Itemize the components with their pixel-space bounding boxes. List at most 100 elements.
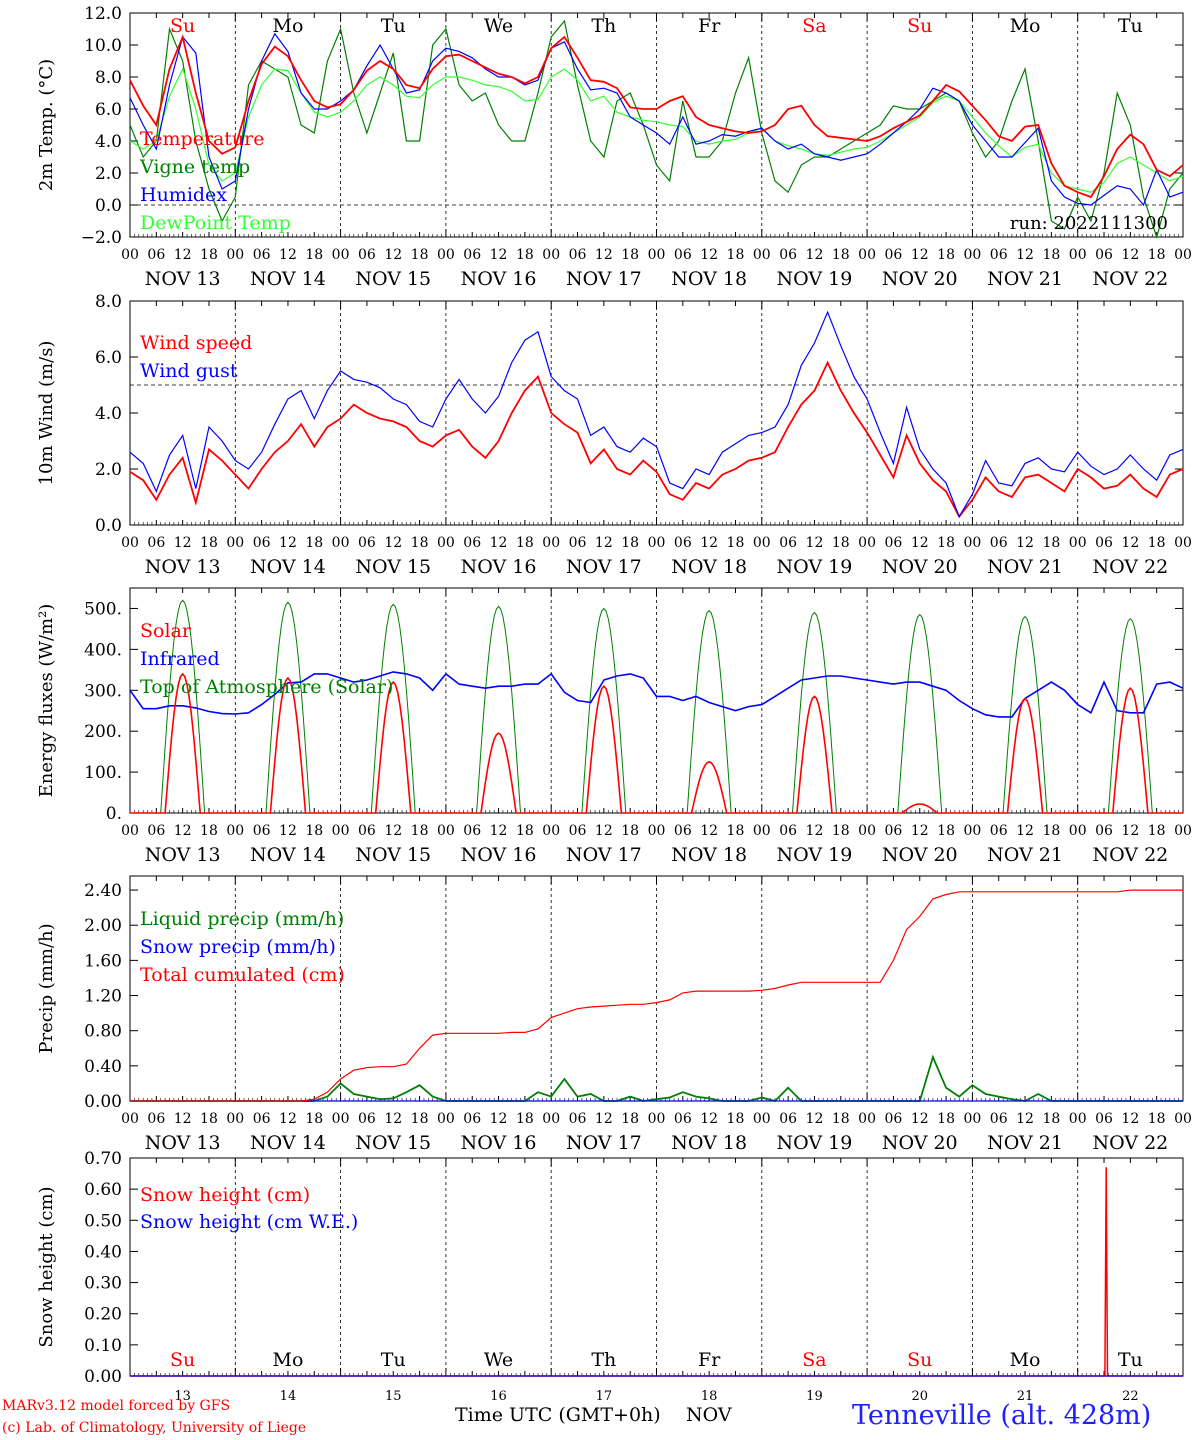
wind-hour-label: 00 (1069, 535, 1087, 551)
wind-gust-line (129, 310, 1184, 518)
precip-y-tick-label: 0.00 (84, 1092, 122, 1112)
temperature-weekday-label: We (484, 15, 513, 37)
wind-hour-label: 00 (648, 535, 666, 551)
wind-hour-label: 18 (727, 535, 745, 551)
temperature-date-label: NOV 13 (145, 268, 221, 290)
temperature-hour-label: 00 (963, 247, 981, 263)
energy-y-tick-label: 100. (84, 763, 122, 783)
precip-hour-label: 00 (1069, 1111, 1087, 1127)
wind-y-tick-label: 4.0 (95, 404, 122, 424)
temperature-legend-entry: Vigne temp (139, 156, 250, 178)
energy-hour-label: 18 (200, 823, 218, 839)
snow-weekday-label: Sa (802, 1349, 826, 1371)
temperature-hour-label: 12 (279, 247, 297, 263)
temperature-hour-label: 00 (226, 247, 244, 263)
precip-hour-label: 06 (1095, 1111, 1113, 1127)
snow-date-label: 19 (806, 1389, 823, 1404)
snow-date-label: 16 (490, 1389, 507, 1404)
precip-hour-label: 06 (990, 1111, 1008, 1127)
precip-y-tick-label: 2.40 (84, 881, 122, 901)
precip-hour-label: 00 (1174, 1111, 1192, 1127)
precip-hour-label: 06 (674, 1111, 692, 1127)
energy-legend-entry: Infrared (140, 648, 220, 670)
snow-date-label: 17 (596, 1389, 613, 1404)
precip-date-label: NOV 22 (1092, 1132, 1168, 1154)
temperature-hour-label: 00 (858, 247, 876, 263)
precip-hour-label: 00 (963, 1111, 981, 1127)
temperature-weekday-label: Tu (1118, 15, 1143, 37)
temperature-weekday-label: Fr (698, 15, 721, 37)
energy-y-tick-label: 300. (84, 681, 122, 701)
snow-y-axis-label: Snow height (cm) (36, 1186, 57, 1347)
temperature-hour-label: 06 (569, 247, 587, 263)
solar-line (130, 672, 1183, 814)
wind-date-label: NOV 19 (777, 556, 853, 578)
infrared-line (129, 671, 1184, 718)
precip-hour-label: 00 (753, 1111, 771, 1127)
temperature-y-axis-label: 2m Temp. (°C) (36, 59, 57, 191)
wind-hour-label: 12 (806, 535, 824, 551)
wind-hour-label: 12 (700, 535, 718, 551)
temperature-y-tick-label: 0.0 (95, 196, 122, 216)
energy-date-label: NOV 22 (1092, 844, 1168, 866)
temperature-hour-label: 18 (937, 247, 955, 263)
energy-y-tick-label: 400. (84, 640, 122, 660)
temperature-hour-label: 18 (1042, 247, 1060, 263)
temperature-date-label: NOV 18 (671, 268, 747, 290)
model-credit: MARv3.12 model forced by GFS (2, 1398, 231, 1414)
energy-hour-label: 00 (1174, 823, 1192, 839)
energy-y-tick-label: 500. (84, 599, 122, 619)
energy-hour-label: 18 (621, 823, 639, 839)
temperature-hour-label: 18 (411, 247, 429, 263)
energy-hour-label: 18 (937, 823, 955, 839)
precip-hour-label: 00 (121, 1111, 139, 1127)
wind-hour-label: 06 (1095, 535, 1113, 551)
precip-date-label: NOV 18 (671, 1132, 747, 1154)
energy-hour-label: 18 (1148, 823, 1166, 839)
wind-hour-label: 12 (911, 535, 929, 551)
energy-hour-label: 06 (674, 823, 692, 839)
temperature-hour-label: 12 (595, 247, 613, 263)
temperature-hour-label: 18 (727, 247, 745, 263)
wind-hour-label: 06 (674, 535, 692, 551)
energy-y-axis-label: Energy fluxes (W/m²) (36, 604, 57, 798)
energy-hour-label: 06 (147, 823, 165, 839)
precip-hour-label: 00 (542, 1111, 560, 1127)
precip-hour-label: 00 (332, 1111, 350, 1127)
precip-hour-label: 18 (516, 1111, 534, 1127)
wind-hour-label: 18 (1148, 535, 1166, 551)
energy-hour-label: 00 (332, 823, 350, 839)
wind-date-label: NOV 18 (671, 556, 747, 578)
energy-hour-label: 06 (358, 823, 376, 839)
energy-hour-label: 12 (279, 823, 297, 839)
wind-y-axis-label: 10m Wind (m/s) (36, 341, 57, 486)
precip-date-label: NOV 16 (461, 1132, 537, 1154)
snow-panel: 0.70 0.60 0.50 0.40 0.30 0.20 0.10 0.00 Snow hei… (36, 1149, 1184, 1404)
x-axis-label: Time UTC (GMT+0h) (455, 1404, 661, 1426)
precip-date-label: NOV 15 (355, 1132, 431, 1154)
precip-hour-label: 12 (174, 1111, 192, 1127)
wind-hour-label: 00 (226, 535, 244, 551)
wind-hour-label: 12 (490, 535, 508, 551)
wind-hour-label: 06 (779, 535, 797, 551)
snow-weekday-label: Su (170, 1349, 195, 1371)
wind-hour-label: 18 (411, 535, 429, 551)
energy-y-tick-label: 0. (106, 804, 122, 824)
temperature-hour-label: 12 (174, 247, 192, 263)
energy-hour-label: 18 (832, 823, 850, 839)
energy-hour-label: 00 (226, 823, 244, 839)
wind-hour-label: 18 (1042, 535, 1060, 551)
temperature-hour-label: 06 (885, 247, 903, 263)
wind-hour-label: 06 (885, 535, 903, 551)
temperature-weekday-label: Th (591, 15, 616, 37)
temperature-y-tick-label: 2.0 (95, 164, 122, 184)
precip-legend-entry: Liquid precip (mm/h) (140, 908, 344, 930)
precip-hour-label: 06 (885, 1111, 903, 1127)
precip-hour-label: 12 (700, 1111, 718, 1127)
snow-date-label: 22 (1122, 1389, 1139, 1404)
wind-legend-entry: Wind speed (140, 332, 252, 354)
energy-hour-label: 00 (542, 823, 560, 839)
temperature-hour-label: 00 (437, 247, 455, 263)
energy-hour-label: 06 (569, 823, 587, 839)
snow-legend-entry: Snow height (cm W.E.) (140, 1211, 358, 1233)
